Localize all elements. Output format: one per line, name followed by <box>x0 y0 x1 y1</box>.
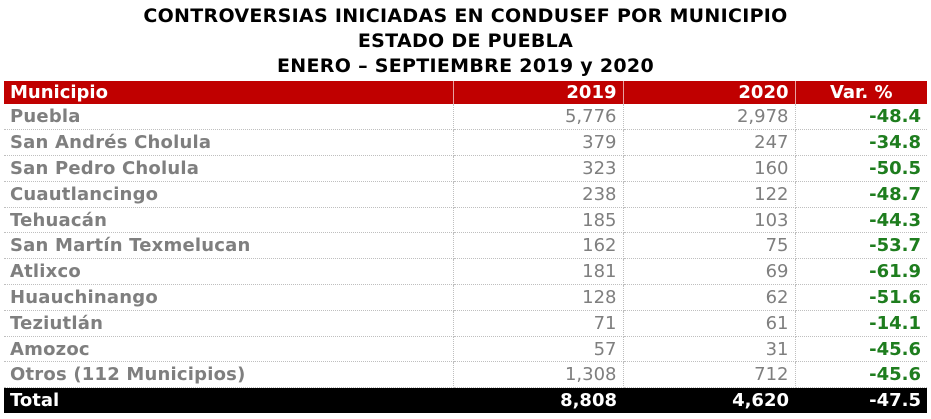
cell-municipio: Puebla <box>4 104 454 131</box>
cell-municipio: Huauchinango <box>4 284 454 311</box>
table-row: Teziutlán 71 61 -14.1 <box>4 310 927 337</box>
cell-2020: 247 <box>623 129 796 157</box>
cell-municipio: San Pedro Cholula <box>4 155 454 182</box>
header-var: Var. % <box>829 82 893 103</box>
cell-2019: 185 <box>453 207 624 234</box>
cell-var: -44.3 <box>795 207 927 234</box>
table-row: Huauchinango 128 62 -51.6 <box>4 284 927 311</box>
title-line-3: ENERO – SEPTIEMBRE 2019 y 2020 <box>277 55 654 77</box>
report-title: CONTROVERSIAS INICIADAS EN CONDUSEF POR … <box>0 4 931 79</box>
total-2019: 8,808 <box>560 390 617 412</box>
cell-municipio: Amozoc <box>4 336 454 363</box>
table-row: Tehuacán 185 103 -44.3 <box>4 207 927 234</box>
cell-var: -48.7 <box>795 181 927 208</box>
cell-municipio: Cuautlancingo <box>4 181 454 208</box>
table-row: San Martín Texmelucan 162 75 -53.7 <box>4 232 927 260</box>
cell-2019: 379 <box>453 129 624 157</box>
table-row: San Pedro Cholula 323 160 -50.5 <box>4 155 927 182</box>
controversias-table: Municipio 2019 2020 Var. % Puebla 5,776 … <box>4 81 927 413</box>
cell-var: -14.1 <box>795 310 927 337</box>
cell-var: -53.7 <box>795 232 927 260</box>
table-row: Atlixco 181 69 -61.9 <box>4 258 927 286</box>
cell-2020: 62 <box>623 284 796 311</box>
cell-2020: 2,978 <box>623 104 796 131</box>
cell-var: -34.8 <box>795 129 927 157</box>
cell-2020: 103 <box>623 207 796 234</box>
cell-2019: 162 <box>453 232 624 260</box>
table-row: Puebla 5,776 2,978 -48.4 <box>4 104 927 131</box>
cell-municipio: Otros (112 Municipios) <box>4 361 454 389</box>
cell-2019: 71 <box>453 310 624 337</box>
total-row: Total 8,808 4,620 -47.5 <box>4 387 927 413</box>
cell-2019: 238 <box>453 181 624 208</box>
cell-var: -50.5 <box>795 155 927 182</box>
cell-municipio: Teziutlán <box>4 310 454 337</box>
title-line-2: ESTADO DE PUEBLA <box>357 30 574 52</box>
cell-var: -48.4 <box>795 104 927 131</box>
total-label: Total <box>10 390 60 412</box>
cell-2019: 323 <box>453 155 624 182</box>
table-row: San Andrés Cholula 379 247 -34.8 <box>4 129 927 157</box>
cell-2019: 57 <box>453 336 624 363</box>
total-2020: 4,620 <box>732 390 789 412</box>
cell-2020: 31 <box>623 336 796 363</box>
cell-var: -61.9 <box>795 258 927 286</box>
table-row: Amozoc 57 31 -45.6 <box>4 336 927 363</box>
cell-2019: 128 <box>453 284 624 311</box>
cell-2020: 122 <box>623 181 796 208</box>
cell-municipio: San Andrés Cholula <box>4 129 454 157</box>
header-municipio: Municipio <box>4 81 454 104</box>
table-row: Cuautlancingo 238 122 -48.7 <box>4 181 927 208</box>
cell-2020: 160 <box>623 155 796 182</box>
cell-2019: 181 <box>453 258 624 286</box>
cell-2020: 75 <box>623 232 796 260</box>
header-2020: 2020 <box>623 81 796 104</box>
cell-2020: 712 <box>623 361 796 389</box>
cell-2020: 69 <box>623 258 796 286</box>
cell-2019: 1,308 <box>453 361 624 389</box>
title-line-1: CONTROVERSIAS INICIADAS EN CONDUSEF POR … <box>143 5 788 27</box>
cell-municipio: San Martín Texmelucan <box>4 232 454 260</box>
cell-municipio: Tehuacán <box>4 207 454 234</box>
cell-municipio: Atlixco <box>4 258 454 286</box>
cell-var: -51.6 <box>795 284 927 311</box>
total-var: -47.5 <box>869 390 921 412</box>
table-row: Otros (112 Municipios) 1,308 712 -45.6 <box>4 361 927 389</box>
header-row: Municipio 2019 2020 Var. % <box>4 81 927 104</box>
cell-2020: 61 <box>623 310 796 337</box>
header-2019: 2019 <box>453 81 624 104</box>
cell-var: -45.6 <box>795 336 927 363</box>
cell-2019: 5,776 <box>453 104 624 131</box>
cell-var: -45.6 <box>795 361 927 389</box>
